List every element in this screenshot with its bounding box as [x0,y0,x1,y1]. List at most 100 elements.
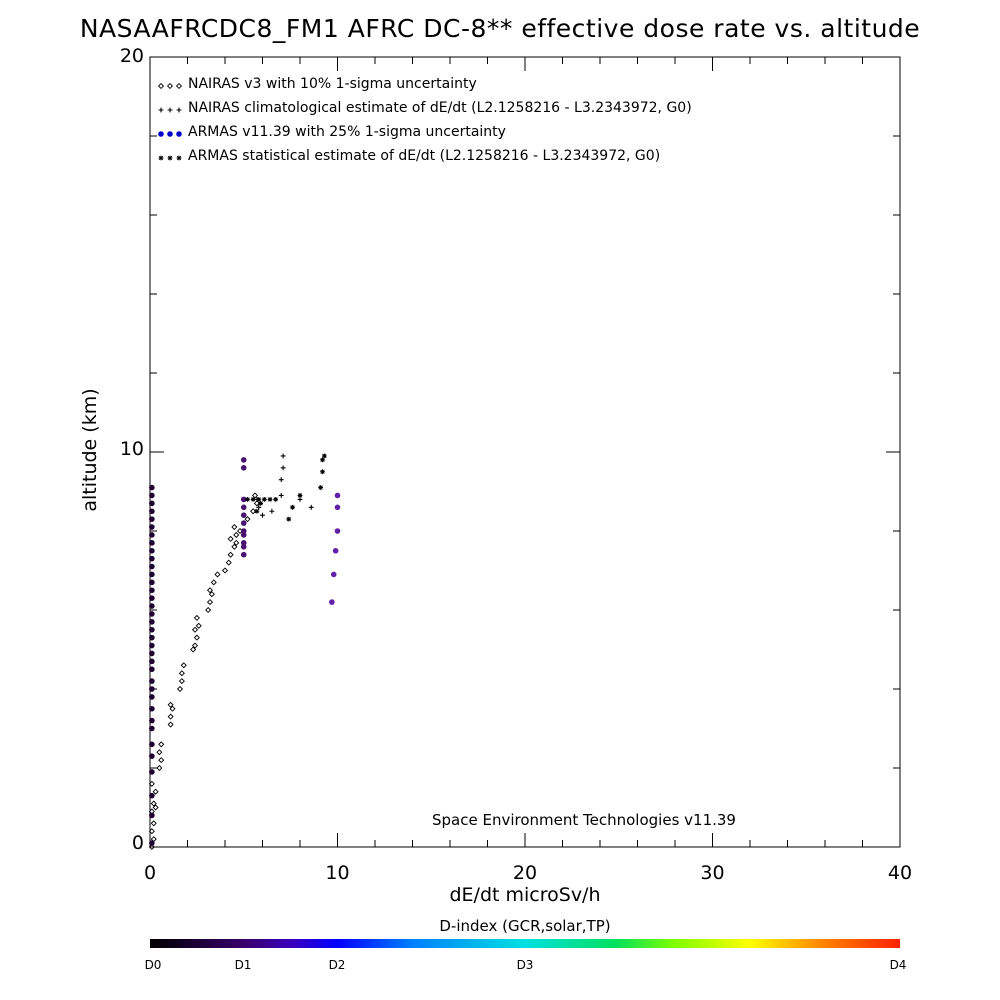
armas-statistical-point [297,493,303,498]
armas-point [334,492,341,499]
armas-point [149,634,155,641]
armas-statistical-point [320,457,325,463]
nairas-point [167,721,174,728]
plot-axes [149,56,901,848]
nairas-point [169,705,176,712]
armas-point [240,544,247,550]
y-tick-label: 0 [131,832,144,854]
nairas-point [178,670,185,677]
y-tick-label: 10 [119,438,144,460]
armas-point [149,753,155,759]
nairas-point [208,591,215,598]
nairas-climatological-point [278,477,284,483]
armas-point [149,769,155,775]
legend-marker [167,107,173,113]
plot-marks [148,453,341,851]
nairas-point [190,646,197,653]
armas-point [240,532,247,538]
armas-point [334,528,341,534]
legend-marker [166,82,174,90]
armas-point [149,686,155,692]
armas-statistical-point [320,469,325,475]
armas-statistical-point [318,485,324,490]
nairas-point [214,571,221,578]
legend-entry-armas: ARMAS v11.39 with 25% 1-sigma uncertaint… [188,124,506,140]
x-tick-label: 10 [325,862,350,884]
armas-point [149,603,155,609]
plot-frame [149,56,901,848]
armas-point [149,741,155,748]
legend-entry-nairas-climatological: NAIRAS climatological estimate of dE/dt … [188,100,692,116]
armas-point [240,465,247,471]
armas-point [240,512,247,518]
nairas-point [195,622,202,629]
armas-point [240,496,247,503]
colorbar-label: D2 [328,958,346,972]
nairas-point [205,606,212,614]
nairas-point [152,804,159,811]
armas-point [149,642,155,649]
armas-point [334,504,341,511]
armas-point [149,500,155,507]
armas-point [149,658,155,665]
nairas-point [180,662,187,669]
nairas-point [233,531,240,538]
nairas-climatological-point [278,493,284,498]
armas-point [149,611,155,617]
armas-point [240,540,247,546]
nairas-point [253,500,260,507]
armas-statistical-point [254,508,260,514]
armas-point [149,587,155,594]
credit-annotation: Space Environment Technologies v11.39 [432,811,736,829]
armas-point [149,619,155,625]
armas-statistical-point [267,497,273,502]
legend-marker [176,131,182,137]
armas-point [149,563,155,570]
nairas-climatological-point [280,465,286,471]
armas-point [149,571,155,578]
legend-entry-nairas: NAIRAS v3 with 10% 1-sigma uncertainty [188,76,477,92]
armas-statistical-point [321,453,327,459]
nairas-point [167,701,174,708]
armas-statistical-point [290,504,295,510]
nairas-point [231,524,238,531]
nairas-climatological-point [308,504,314,510]
legend-marker [158,107,164,113]
armas-point [149,508,155,515]
armas-statistical-point [250,497,256,502]
legend-marker [176,107,182,113]
armas-point [149,792,155,799]
armas-point [330,571,337,578]
legend-marker [158,131,164,137]
armas-statistical-point [256,497,262,502]
armas-point [332,547,339,554]
armas-point [149,717,155,724]
armas-point [149,650,155,657]
nairas-point [227,551,234,558]
nairas-point [191,642,199,649]
armas-point [240,528,247,534]
armas-point [149,547,155,554]
nairas-point [148,828,155,835]
nairas-point [250,508,257,515]
nairas-point [221,567,229,574]
nairas-point [176,685,184,693]
nairas-point [210,579,217,586]
armas-point [149,840,155,846]
nairas-point [148,843,155,851]
armas-point [149,666,155,673]
legend-marker [158,155,164,161]
armas-statistical-point [245,497,250,502]
armas-point [240,551,247,558]
nairas-point [148,780,155,787]
colorbar-title: D-index (GCR,solar,TP) [439,917,611,935]
nairas-climatological-point [269,508,275,514]
nairas-point [233,539,240,546]
armas-point [149,532,155,538]
legend-marker [167,155,173,161]
x-tick-label: 30 [700,862,725,884]
armas-point [149,516,155,522]
armas-point [240,520,247,526]
nairas-climatological-point [280,453,286,459]
nairas-point [150,820,157,827]
